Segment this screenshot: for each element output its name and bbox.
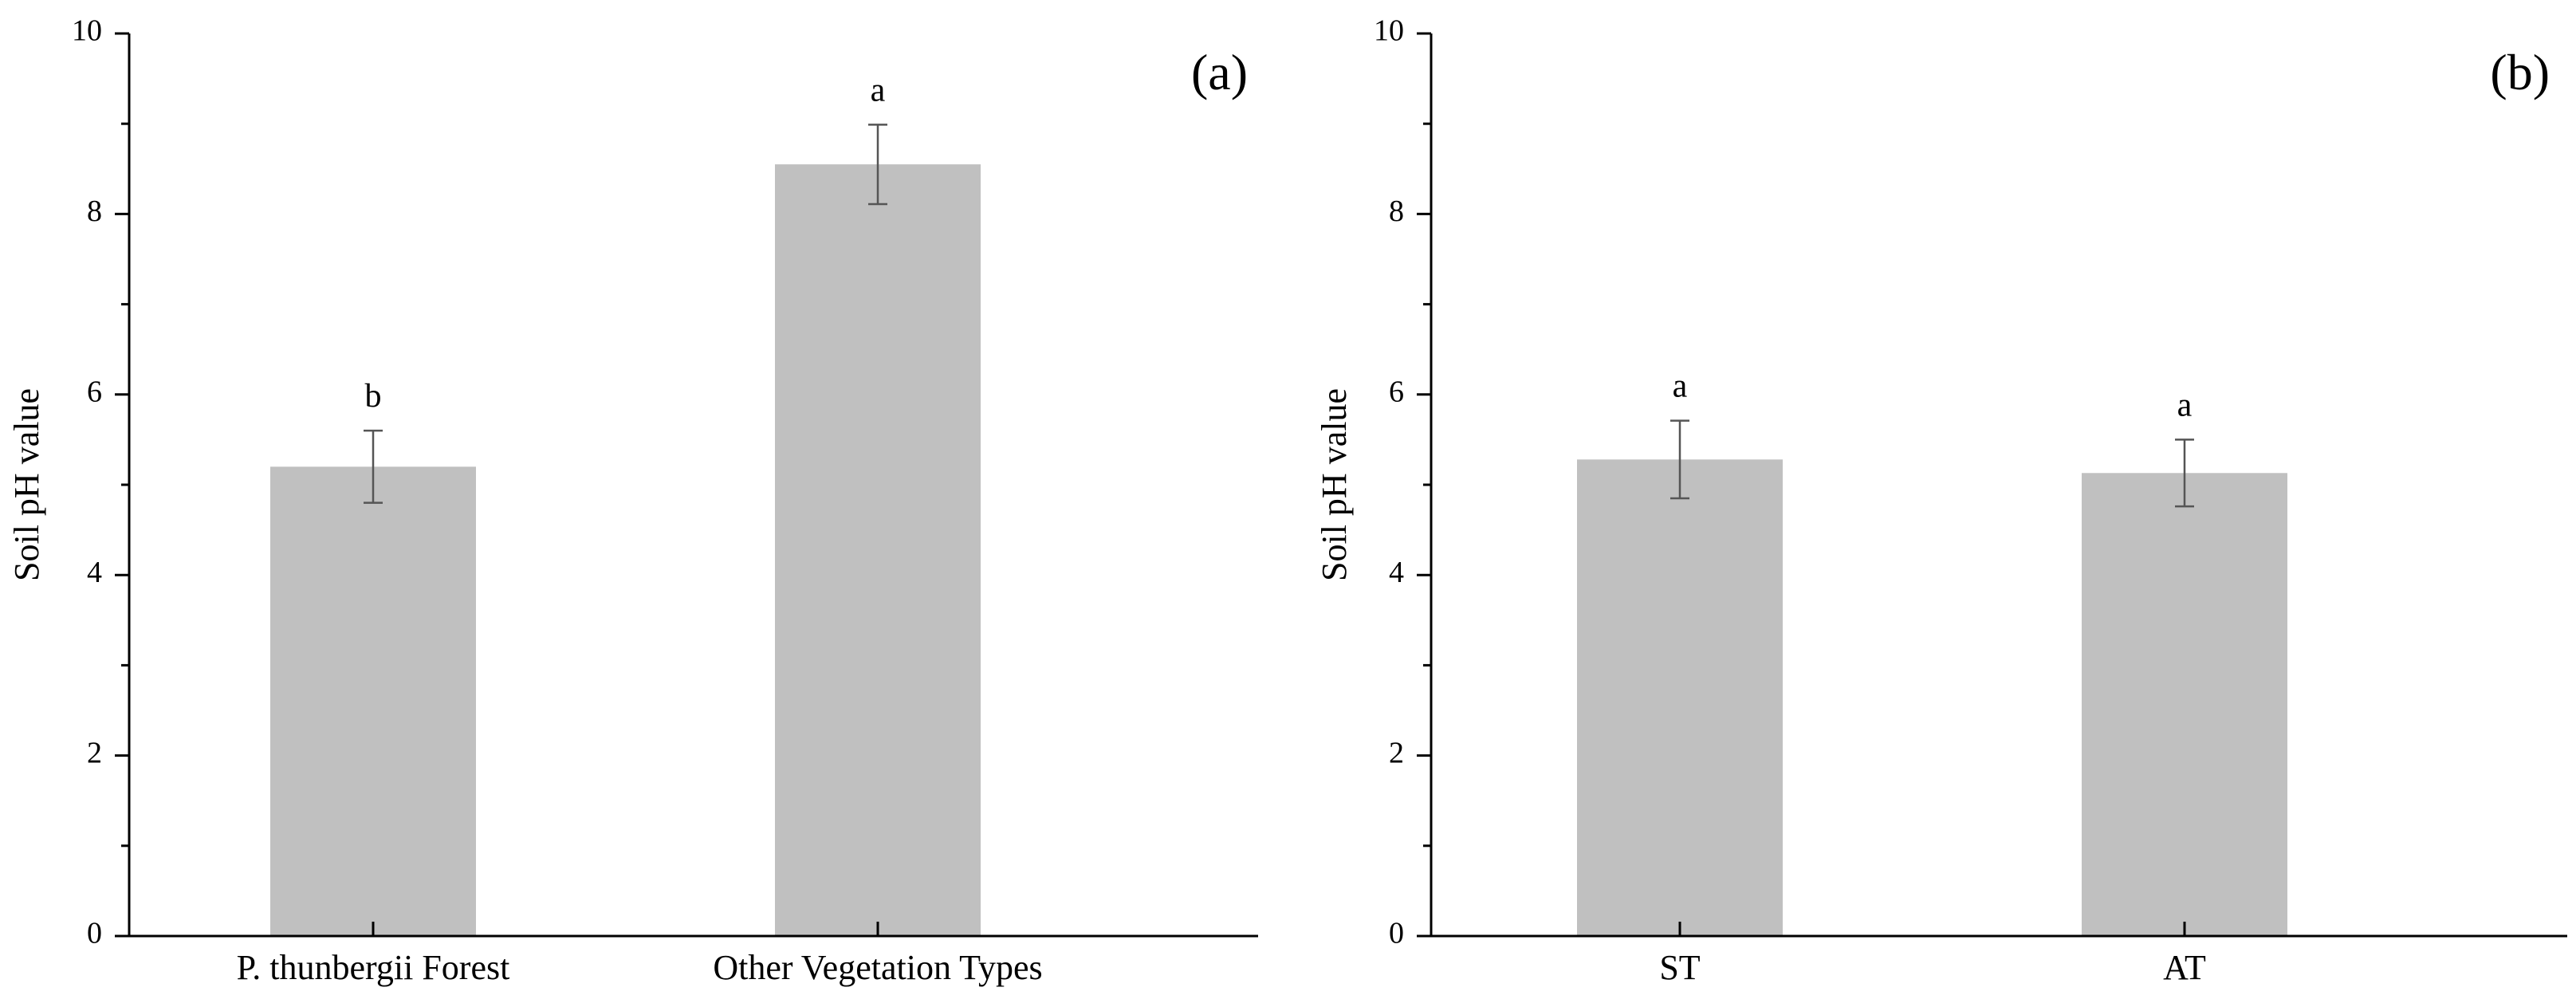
panel-a-y-tick-label: 4 [87, 556, 102, 589]
panel-b-error-bar-2 [2175, 439, 2194, 508]
panel-b-bars [1577, 459, 2287, 936]
panel-a-y-tick-labels: 0 2 4 6 8 10 [72, 14, 102, 950]
panel-b-bar-2 [2082, 473, 2287, 936]
panel-a-significance-letter: b [365, 378, 382, 415]
panel-a-error-bars [364, 124, 887, 504]
panel-a-error-bar-1 [364, 429, 383, 504]
panel-a-y-minor-ticks [121, 122, 129, 848]
panel-b-y-tick-labels: 0 2 4 6 8 10 [1374, 14, 1404, 950]
panel-a-bars [270, 164, 981, 936]
panel-b-y-tick-label: 2 [1389, 736, 1404, 769]
panel-a-y-tick-label: 8 [87, 195, 102, 228]
panel-b-y-axis-title: Soil pH value [1315, 388, 1354, 581]
panel-b-y-ticks [1417, 32, 1431, 938]
panel-b-y-tick-label: 6 [1389, 376, 1404, 409]
panel-b-error-bars [1670, 419, 2194, 508]
panel-b-y-tick-label: 8 [1389, 195, 1404, 228]
panel-a-error-bar-2 [868, 124, 887, 206]
panel-b-category-label: ST [1659, 948, 1700, 987]
panel-a-category-label: P. thunbergii Forest [237, 948, 510, 987]
panel-b-category-label: AT [2163, 948, 2206, 987]
panel-a-label: (a) [1191, 44, 1248, 100]
panel-a: 0 2 4 6 8 10 P. thunbergii Forest Other … [7, 14, 1258, 987]
panel-a-bar-2 [775, 164, 981, 936]
panel-b-bar-1 [1577, 459, 1783, 936]
panel-b-y-tick-label: 0 [1389, 917, 1404, 950]
panel-b-label: (b) [2490, 44, 2550, 100]
panel-a-y-tick-label: 6 [87, 376, 102, 409]
panel-b-significance-letter: a [1673, 368, 1688, 405]
panel-a-y-tick-label: 10 [72, 14, 102, 48]
panel-a-y-tick-label: 2 [87, 736, 102, 769]
panel-b-x-ticks [1678, 922, 2186, 936]
panel-a-significance-letter: a [871, 72, 886, 108]
panel-a-y-tick-label: 0 [87, 917, 102, 950]
panel-b-y-tick-label: 10 [1374, 14, 1404, 48]
panel-a-y-axis-title: Soil pH value [7, 388, 46, 581]
panel-b-error-bar-1 [1670, 419, 1689, 500]
panel-b-significance-letter: a [2177, 387, 2193, 423]
panel-a-y-ticks [115, 32, 129, 938]
panel-a-x-ticks [372, 922, 879, 936]
panel-b: 0 2 4 6 8 10 ST AT a a Soil pH value (b) [1315, 14, 2567, 987]
panel-a-bar-1 [270, 466, 476, 936]
panel-b-y-minor-ticks [1423, 122, 1431, 848]
panel-b-y-tick-label: 4 [1389, 556, 1404, 589]
panel-a-category-label: Other Vegetation Types [713, 948, 1042, 987]
